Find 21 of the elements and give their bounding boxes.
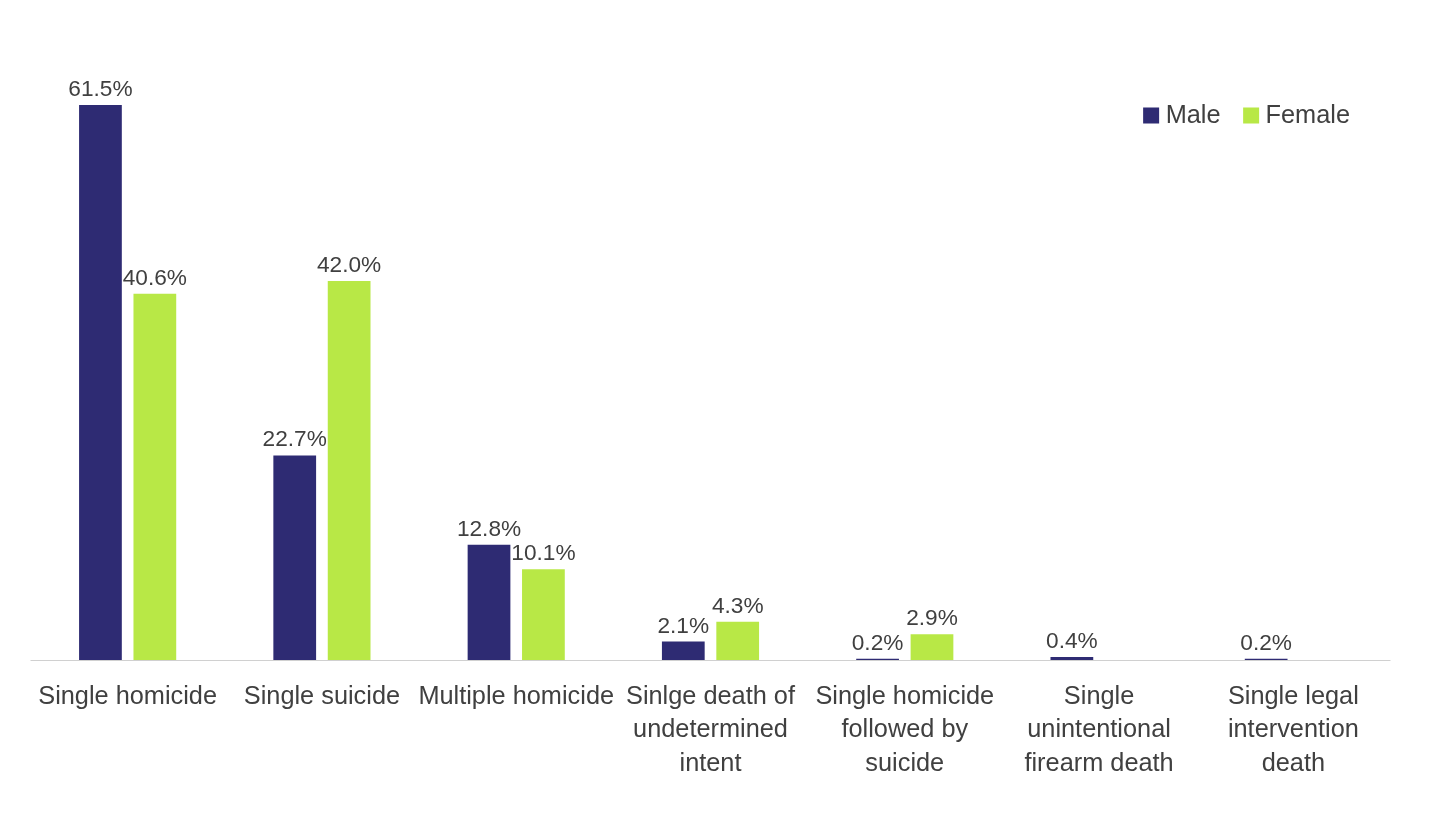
data-label: 42.0% [317,251,382,278]
data-label: 4.3% [711,591,764,618]
x-tick-label: Sinlge death of undetermined intent [626,680,796,776]
data-label: 40.6% [122,263,187,290]
data-label: 10.1% [511,539,576,566]
data-label: 61.5% [68,74,133,101]
x-tick-label: Single homicide followed by suicide [815,680,995,776]
data-label: 0.2% [851,628,904,655]
x-tick-label: Multiple homicide [418,680,615,709]
x-tick-label: Single suicide [243,680,401,709]
legend-label: Female [1265,100,1350,129]
x-tick-label: Single unintentional firearm death [1024,680,1174,776]
data-label: 22.7% [262,425,327,452]
x-tick-label: Single homicide [38,680,218,709]
legend-label: Male [1165,100,1221,129]
data-label: 12.8% [456,514,522,541]
data-label: 2.1% [657,611,710,638]
x-tick-label: Single legal intervention death [1227,680,1359,776]
data-label: 0.4% [1046,626,1098,653]
data-label: 0.2% [1240,628,1292,655]
data-label: 2.9% [906,604,958,631]
